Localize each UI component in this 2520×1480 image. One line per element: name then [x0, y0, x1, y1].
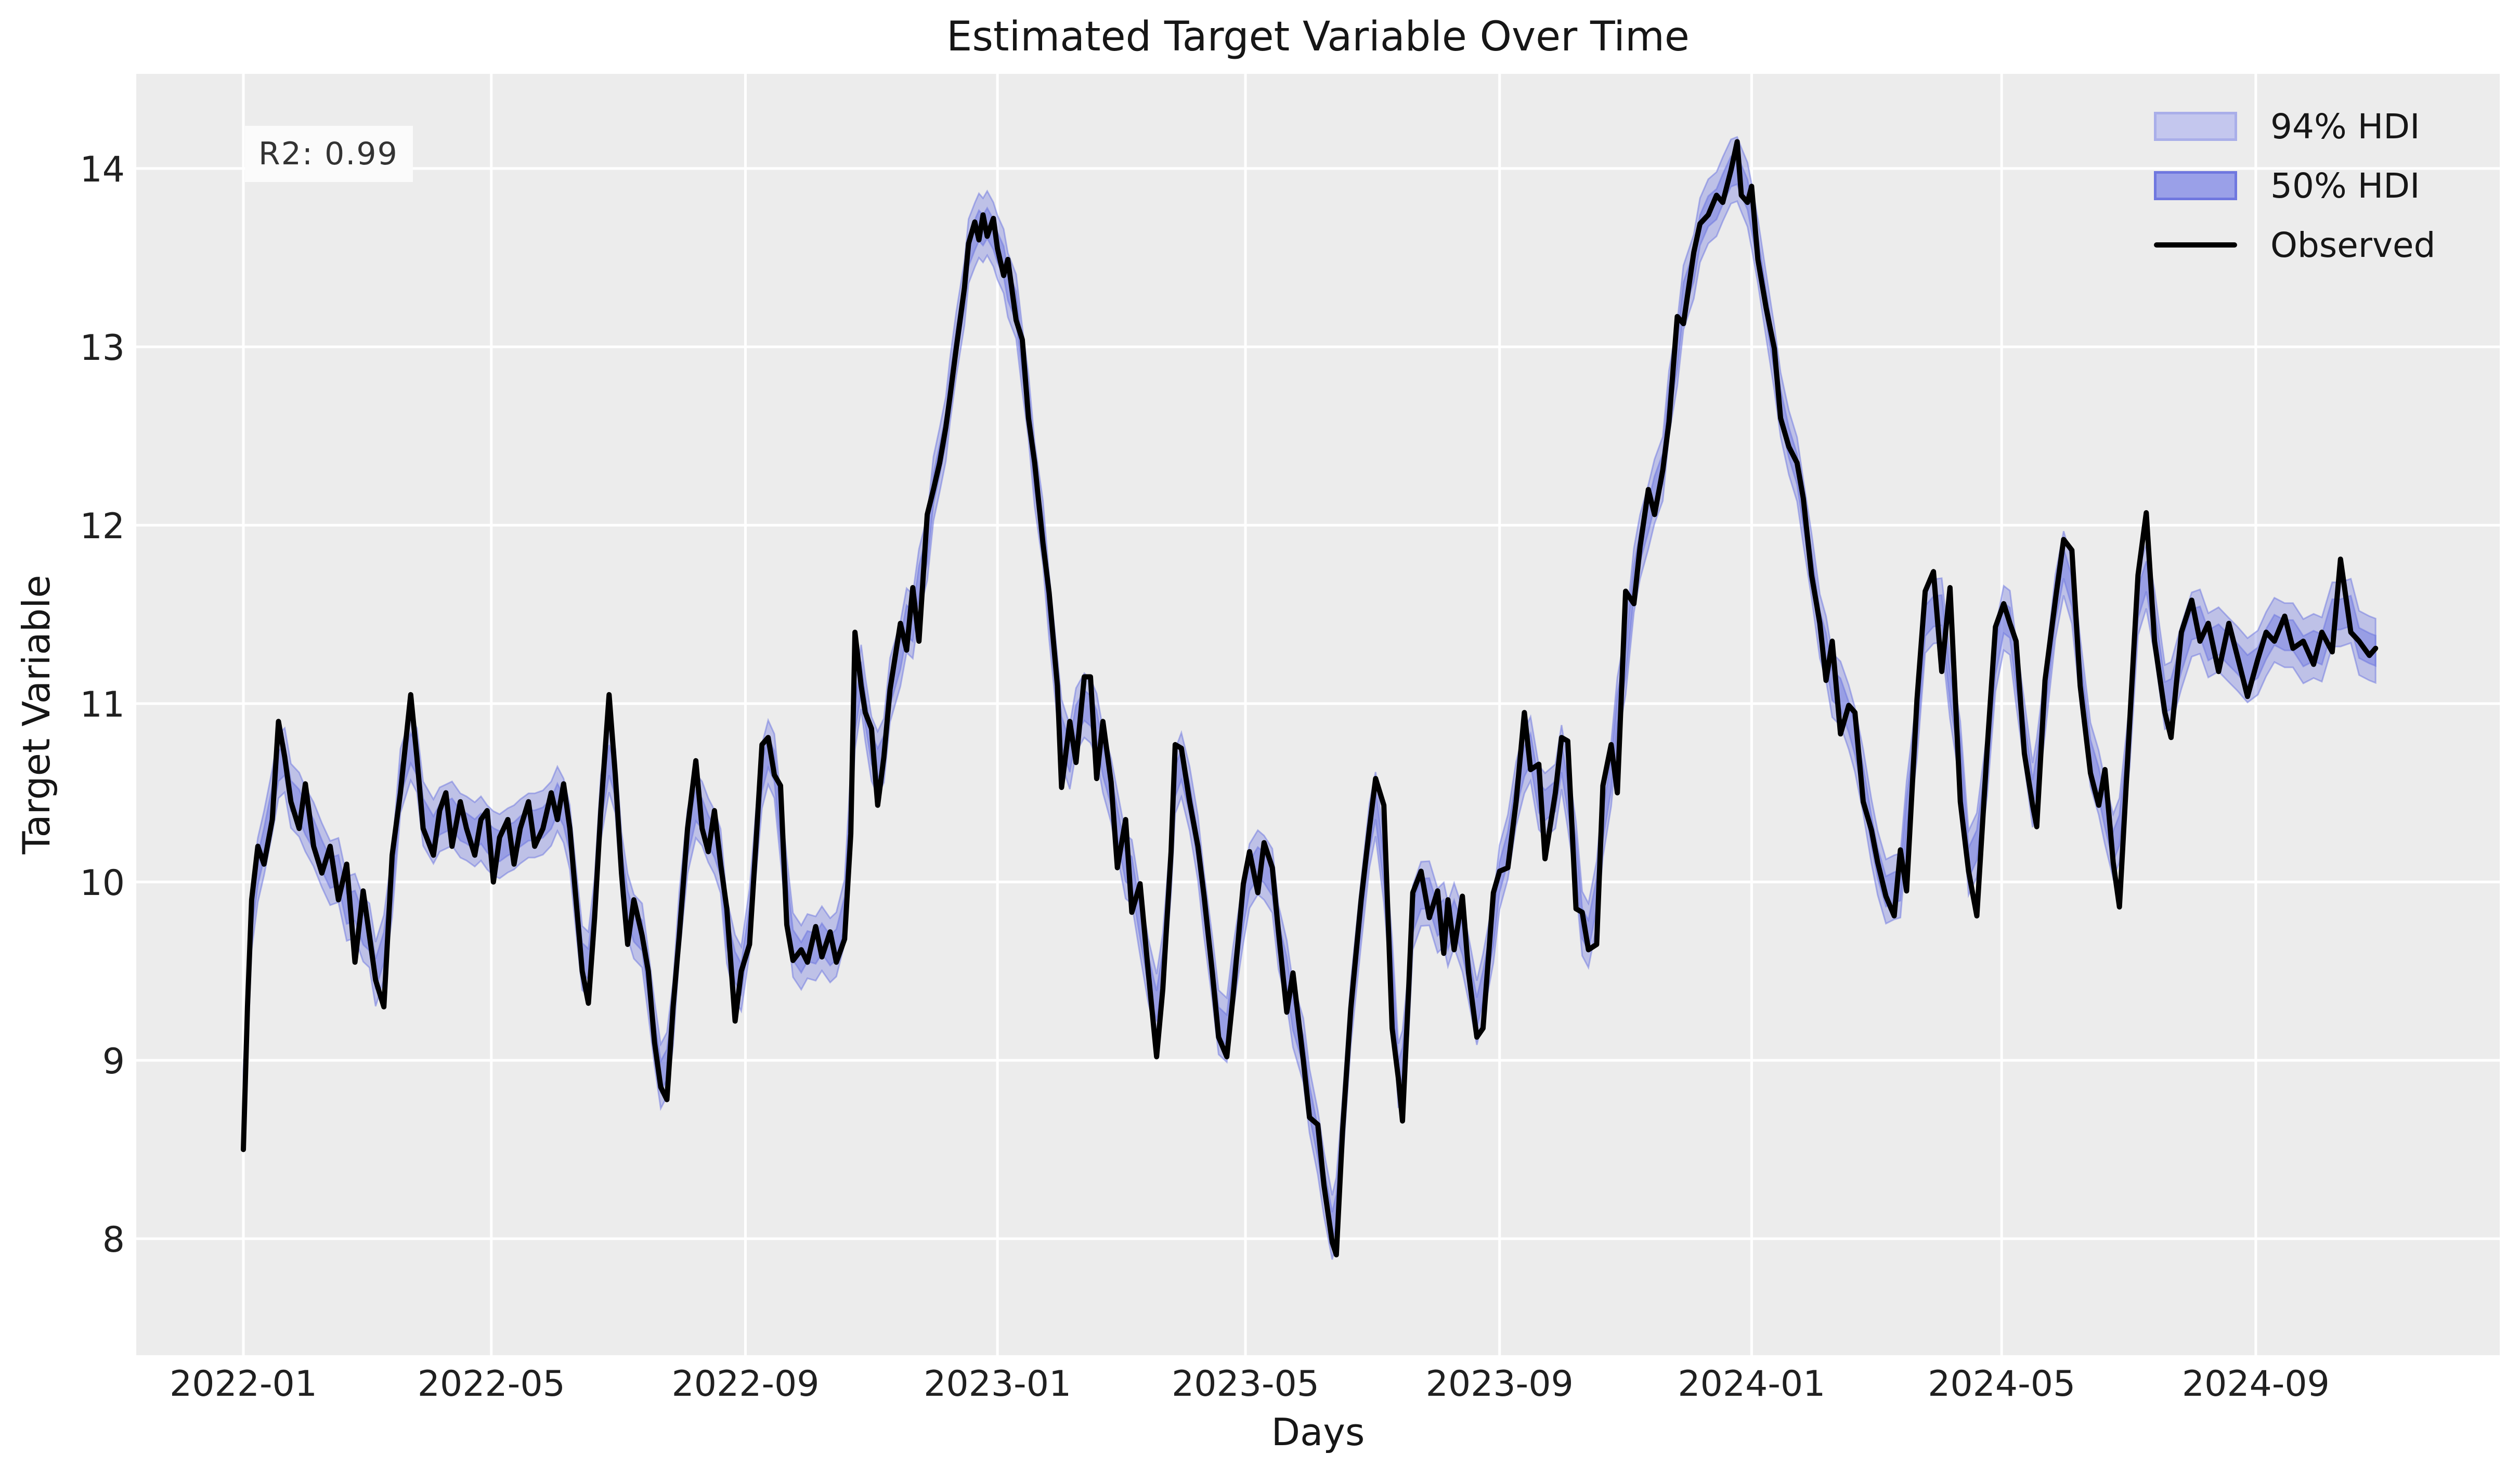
- svg-text:9: 9: [102, 1041, 125, 1082]
- legend-row-hdi94: 94% HDI: [2154, 97, 2436, 156]
- chart-title: Estimated Target Variable Over Time: [946, 14, 1690, 60]
- legend-row-hdi50: 50% HDI: [2154, 156, 2436, 215]
- svg-text:14: 14: [80, 149, 125, 190]
- svg-text:12: 12: [80, 506, 125, 547]
- hdi50-swatch-icon: [2154, 171, 2237, 200]
- svg-text:2023-09: 2023-09: [1426, 1364, 1574, 1405]
- svg-text:2024-09: 2024-09: [2182, 1364, 2330, 1405]
- svg-text:8: 8: [102, 1219, 125, 1261]
- observed-line-icon: [2154, 242, 2237, 248]
- r2-annotation: R2: 0.99: [245, 126, 413, 182]
- svg-text:13: 13: [80, 328, 125, 369]
- hdi94-swatch-icon: [2154, 112, 2237, 141]
- svg-text:11: 11: [80, 684, 125, 725]
- x-tick-labels: 2022-01 2022-05 2022-09 2023-01 2023-05 2023-…: [170, 1364, 2330, 1405]
- svg-text:2023-01: 2023-01: [924, 1364, 1071, 1405]
- legend: 94% HDI 50% HDI Observed: [2154, 97, 2436, 275]
- svg-text:2022-05: 2022-05: [418, 1364, 565, 1405]
- y-axis-label: Target Variable: [15, 575, 58, 854]
- legend-label-observed: Observed: [2270, 225, 2436, 265]
- x-axis-label: Days: [1271, 1410, 1365, 1454]
- legend-label-hdi94: 94% HDI: [2270, 106, 2420, 147]
- svg-text:2023-05: 2023-05: [1172, 1364, 1319, 1405]
- observed-series-line: [241, 139, 2379, 1257]
- legend-label-hdi50: 50% HDI: [2270, 165, 2420, 206]
- svg-text:2022-01: 2022-01: [170, 1364, 317, 1405]
- y-tick-labels: 8 9 10 11 12 13 14: [80, 149, 125, 1261]
- svg-text:10: 10: [80, 863, 125, 904]
- svg-text:2024-01: 2024-01: [1678, 1364, 1825, 1405]
- legend-row-observed: Observed: [2154, 215, 2436, 275]
- svg-text:2022-09: 2022-09: [671, 1364, 819, 1405]
- svg-text:2024-05: 2024-05: [1928, 1364, 2075, 1405]
